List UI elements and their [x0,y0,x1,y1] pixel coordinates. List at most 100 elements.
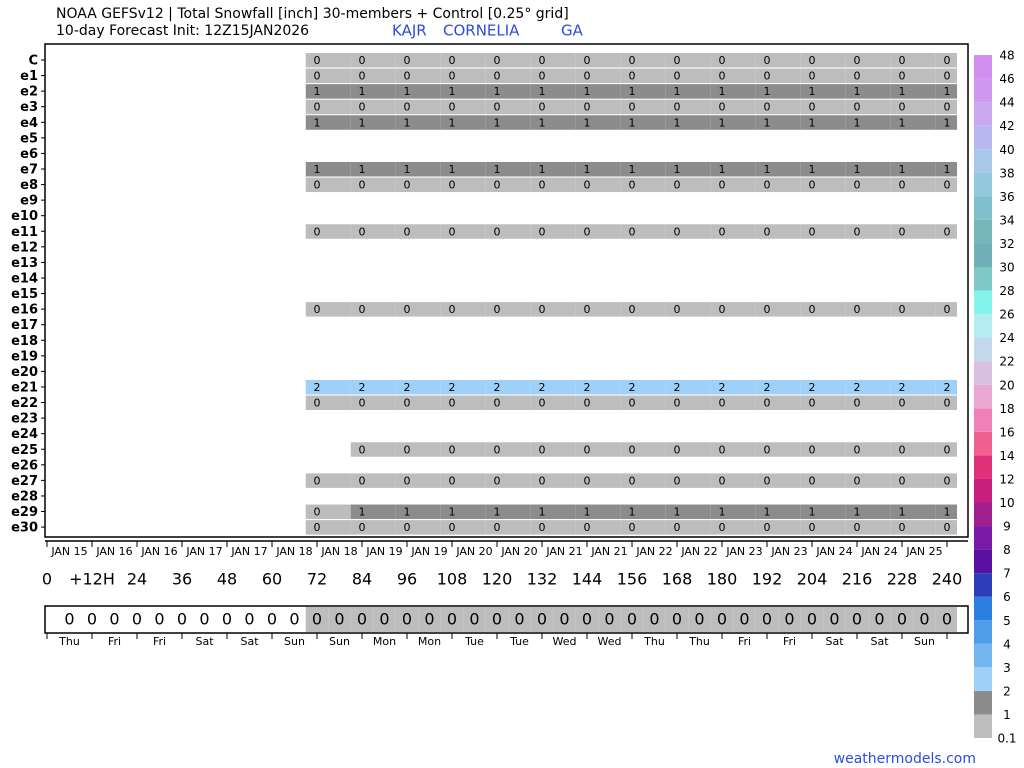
station-state: GA [561,22,584,40]
mean-cell [148,607,171,632]
cell-value-label: 0 [899,225,906,238]
colorbar-label: 3 [1003,661,1011,675]
snow-cell [710,504,756,520]
cell-value-label: 0 [719,54,726,67]
colorbar-label: 28 [999,284,1014,298]
snow-cell [620,177,666,193]
cell-value-label: 0 [674,474,681,487]
member-label: e19 [11,349,38,364]
member-label: C [28,54,38,69]
snow-cell [485,302,531,317]
snow-cell [710,115,756,130]
colorbar-label: 20 [999,378,1014,392]
cell-value-label: 0 [314,474,321,487]
colorbar-segment [974,455,992,479]
mean-cell [418,607,441,632]
cell-value-label: 1 [314,163,321,176]
snow-cell [665,68,711,84]
colorbar-segment [974,620,992,644]
snow-cell [485,395,531,411]
cell-value-label: 2 [764,381,771,394]
snow-cell [710,53,756,68]
colorbar-segment [974,478,992,503]
cell-value-label: 1 [314,85,321,98]
x-tick-label: 168 [662,570,693,589]
snow-cell [350,224,396,239]
member-label: e18 [11,334,38,349]
cell-value-label: 1 [899,85,906,98]
mean-value-label: 0 [874,610,884,629]
weekday-label: Mon [418,635,441,648]
cell-value-label: 1 [584,163,591,176]
cell-value-label: 0 [584,474,591,487]
snow-cell [845,224,891,239]
colorbar-label: 48 [999,49,1014,63]
mean-cell [238,607,261,632]
snow-cell [305,161,351,177]
mean-cell [890,607,914,632]
cell-value-label: 0 [314,225,321,238]
snow-cell [575,84,621,99]
cell-value-label: 0 [404,101,411,114]
cell-value-label: 0 [899,70,906,83]
date-label: JAN 21 [590,545,627,558]
cell-value-label: 0 [494,397,501,410]
snow-cell [530,442,576,457]
colorbar-segment [974,219,992,244]
snow-cell [755,115,801,130]
mean-value-label: 0 [739,610,749,629]
x-tick-label: 156 [617,570,648,589]
colorbar-segment [974,149,992,173]
snow-cell [305,177,351,193]
colorbar-label: 2 [1003,684,1011,698]
snow-cell [800,99,846,115]
snow-cell [350,53,396,68]
snow-cell [305,395,351,411]
weekday-label: Tue [509,635,529,648]
cell-value-label: 0 [404,179,411,192]
cell-value-label: 0 [629,397,636,410]
mean-value-label: 0 [109,610,119,629]
snow-cell [485,68,531,84]
snow-cell [350,473,396,488]
member-label: e7 [20,162,38,177]
cell-value-label: 1 [404,116,411,129]
cell-value-label: 0 [449,225,456,238]
snow-cell [440,504,486,520]
colorbar-segment [974,314,992,338]
cell-value-label: 0 [359,303,366,316]
cell-value-label: 0 [944,521,951,534]
cell-value-label: 0 [449,474,456,487]
cell-value-label: 0 [899,303,906,316]
mean-value-label: 0 [694,610,704,629]
cell-value-label: 1 [314,116,321,129]
x-tick-label: 204 [797,570,828,589]
mean-cell [755,607,779,632]
cell-value-label: 0 [809,521,816,534]
cell-value-label: 0 [764,225,771,238]
snow-cell [845,84,891,99]
mean-frame [44,605,969,634]
cell-value-label: 0 [674,54,681,67]
snow-cell [935,379,957,395]
snow-cell [800,177,846,193]
member-label: e23 [11,412,38,427]
snow-cell [935,442,957,457]
mean-cell [823,607,846,632]
cell-value-label: 0 [584,397,591,410]
snow-cell [935,395,957,411]
member-label: e29 [11,505,38,520]
mean-cell [620,607,644,632]
cell-value-label: 1 [584,116,591,129]
cell-value-label: 0 [494,101,501,114]
snow-cell [530,161,576,177]
colorbar-segment [974,714,992,738]
cell-value-label: 0 [314,70,321,83]
snow-cell [575,395,621,411]
cell-value-label: 0 [809,303,816,316]
cell-value-label: 0 [809,397,816,410]
snow-cell [890,224,936,239]
snow-cell [620,504,666,520]
snow-cell [935,115,957,130]
snow-cell [305,520,351,535]
